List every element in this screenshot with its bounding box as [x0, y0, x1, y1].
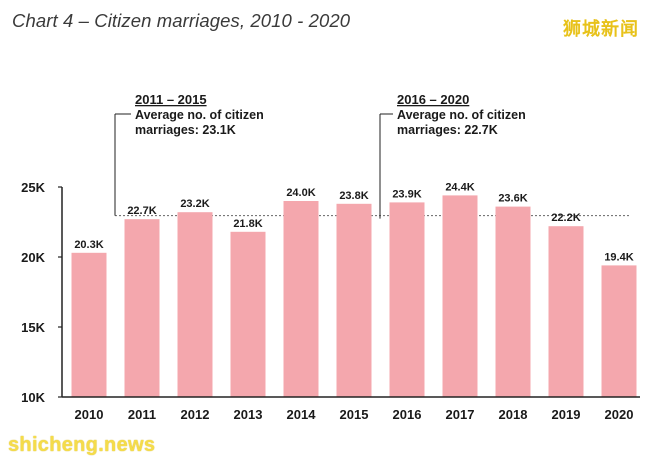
- x-tick-label-2020: 2020: [605, 407, 634, 422]
- y-tick-label-20: 20K: [21, 250, 45, 265]
- bar-2015: [336, 203, 372, 397]
- data-label-2013: 21.8K: [233, 218, 262, 230]
- watermark: shicheng.news: [8, 434, 156, 456]
- x-tick-label-2015: 2015: [340, 407, 369, 422]
- data-label-2019: 22.2K: [551, 212, 580, 224]
- x-tick-label-2014: 2014: [287, 407, 317, 422]
- annotation-line-1: Average no. of citizen: [135, 108, 264, 122]
- annotation-period: 2016 – 2020: [397, 92, 469, 107]
- annotation-line-2: marriages: 22.7K: [397, 123, 498, 137]
- x-tick-label-2013: 2013: [234, 407, 263, 422]
- x-tick-label-2018: 2018: [499, 407, 528, 422]
- annotation-line-1: Average no. of citizen: [397, 108, 526, 122]
- bar-2017: [442, 195, 478, 397]
- bars-layer: [71, 195, 637, 397]
- annotation-period: 2011 – 2015: [135, 92, 207, 107]
- x-tick-label-2017: 2017: [446, 407, 475, 422]
- data-label-2015: 23.8K: [339, 190, 368, 202]
- data-label-2020: 19.4K: [604, 251, 633, 263]
- annotation-line-2: marriages: 23.1K: [135, 123, 236, 137]
- brand-logo: 狮城新闻: [563, 19, 639, 39]
- y-tick-label-15: 15K: [21, 320, 45, 335]
- x-tick-label-2010: 2010: [75, 407, 104, 422]
- bar-2019: [548, 226, 584, 397]
- data-labels-layer: 20.3K 22.7K 23.2K 21.8K 24.0K 23.8K 23.9K 24.4K…: [74, 181, 633, 263]
- data-label-2012: 23.2K: [180, 198, 209, 210]
- data-label-2011: 22.7K: [127, 205, 156, 217]
- x-tick-label-2012: 2012: [181, 407, 210, 422]
- bar-2010: [71, 252, 107, 397]
- bar-2016: [389, 202, 425, 397]
- y-tick-label-10: 10K: [21, 390, 45, 405]
- page-title: Chart 4 – Citizen marriages, 2010 - 2020: [12, 10, 351, 31]
- x-tick-label-2019: 2019: [552, 407, 581, 422]
- data-label-2016: 23.9K: [392, 188, 421, 200]
- x-tick-label-2011: 2011: [128, 407, 156, 422]
- bar-2013: [230, 231, 266, 397]
- y-tick-label-25: 25K: [21, 180, 45, 195]
- bar-2014: [283, 201, 319, 397]
- data-label-2018: 23.6K: [498, 193, 527, 205]
- data-label-2014: 24.0K: [286, 187, 315, 199]
- bar-2012: [177, 212, 213, 397]
- data-label-2017: 24.4K: [445, 181, 474, 193]
- data-label-2010: 20.3K: [74, 239, 103, 251]
- axis-layer: 10K 15K 20K 25K 2010 2011 2012 2013 2014 2015 2016…: [21, 180, 640, 422]
- bar-2018: [495, 206, 531, 397]
- bar-2020: [601, 265, 637, 397]
- x-tick-label-2016: 2016: [393, 407, 422, 422]
- bar-2011: [124, 219, 160, 397]
